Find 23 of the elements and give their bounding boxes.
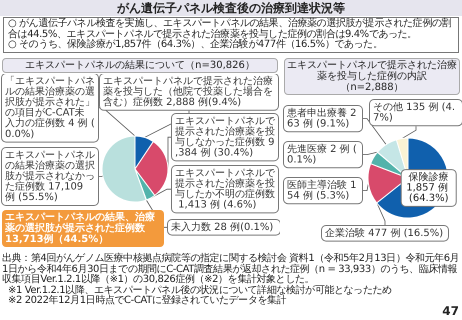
slice-label: 医師主導治験 154 例 (5.3%) — [287, 178, 357, 202]
slice-label: 保険診療 — [408, 170, 449, 183]
data-label: 1,413 例 (4.6%) — [175, 200, 256, 211]
slice-label: 先進医療 2 例 (0.1%) — [287, 142, 357, 166]
slice-label: 企業治験 477 例 (16.5%) — [325, 226, 444, 239]
slice-label: 「エキスパートパネルの結果治療薬の選択肢が提示された」の項目がC-CAT未入力の症例数 4 例 (0.0%) — [5, 74, 95, 140]
slice-label: エキスパートパネルで提示された治療薬を投与した（他院で投薬した場合を含む）症例数 2,888 例(9.4%) — [103, 74, 273, 108]
chart-title: がん遺伝子パネル検査後の治療到達状況等 — [0, 0, 462, 16]
chart-title: エキスパートパネルで提示された治療薬を投与した症例の内訳（n=2,888） — [284, 58, 460, 95]
text: エキスパートパネルの結果、治療薬の選択肢が提示された症例数 13,713例（44.5%） — [2, 210, 164, 247]
slice-label: その他 135 例 (4.7%) — [373, 100, 456, 124]
chart-subtitle: ○ がん遺伝子パネル検査を実施し、エキスパートパネルの結果、治療薬の選択肢が提示された症例の割合は44.5%、エキスパートパネルで提示された治療薬を投与した症例の割合は9.4%であった。 ○ そのうち、保険診療が1,857件（64.3%）、企業治験が477件（16.5%）であった。 — [8, 18, 452, 51]
data-label: 1,857 例 (64.3%) — [406, 182, 452, 204]
source-note: 出典：第4回がんゲノム医療中核拠点病院等の指定に関する検討会 資料1（令和5年2月13日）令和元年6月1日から令和4年6月30日までの期間にC-CAT調査結果が返却された症例（n = 33,933）のうち、臨床情報収集項目Ver.1.2.1以降（※1）の30,826症例（※2）を集計対象とした。 — [2, 253, 460, 286]
text: ※1 Ver.1.2.1以降、エキスパートパネル後の状況について詳細な検討が可能となったため — [7, 284, 393, 296]
slice-label: 患者申出療養 263 例 (9.1%) — [286, 106, 357, 130]
text: ※2 2022年12月1日時点でC-CATに登録されていたデータを集計 — [8, 295, 286, 306]
text: エキスパートパネルの結果について（n=30,826） — [2, 58, 278, 73]
slice-label: エキスパートパネルで提示された治療薬を投与しなかった症例数 9,384 例 (30.4%) — [175, 116, 276, 159]
text: 47 — [442, 304, 459, 318]
slice-label: 未入力数 28 例(0.1%) — [171, 220, 274, 233]
slice-label: エキスパートパネルで提示された治療薬を投与したか不明の症例数 — [175, 168, 276, 200]
slice-label: エキスパートパネルの結果治療薬の選択肢が提示されなかった症例数 17,109 例 (55.5%) — [5, 150, 95, 204]
